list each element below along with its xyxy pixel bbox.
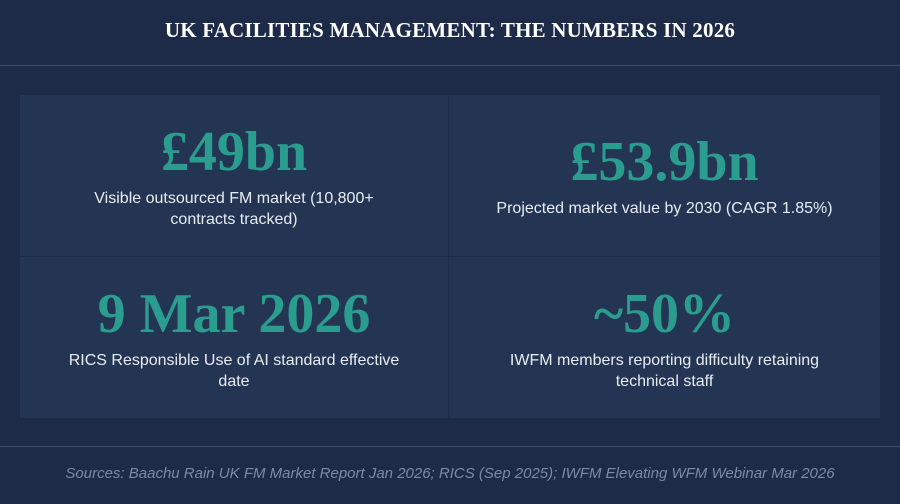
divider <box>0 446 900 447</box>
stat-label: IWFM members reporting difficulty retain… <box>509 351 820 390</box>
stat-card: 9 Mar 2026 RICS Responsible Use of AI st… <box>20 256 448 418</box>
stat-value: ~50% <box>593 282 736 345</box>
stat-value: £49bn <box>160 120 308 183</box>
stat-card: £53.9bn Projected market value by 2030 (… <box>448 95 880 256</box>
stat-card: ~50% IWFM members reporting difficulty r… <box>448 256 880 418</box>
divider <box>0 65 900 66</box>
stat-label: Visible outsourced FM market (10,800+ co… <box>94 189 374 228</box>
stats-grid: £49bn Visible outsourced FM market (10,8… <box>20 95 880 418</box>
stat-label: Projected market value by 2030 (CAGR 1.8… <box>496 200 833 217</box>
sources: Sources: Baachu Rain UK FM Market Report… <box>65 465 835 482</box>
stat-value: 9 Mar 2026 <box>97 282 371 345</box>
stat-card: £49bn Visible outsourced FM market (10,8… <box>20 95 448 256</box>
stat-label: RICS Responsible Use of AI standard effe… <box>68 351 400 390</box>
title: UK FACILITIES MANAGEMENT: THE NUMBERS IN… <box>164 18 736 42</box>
stat-value: £53.9bn <box>570 131 759 193</box>
